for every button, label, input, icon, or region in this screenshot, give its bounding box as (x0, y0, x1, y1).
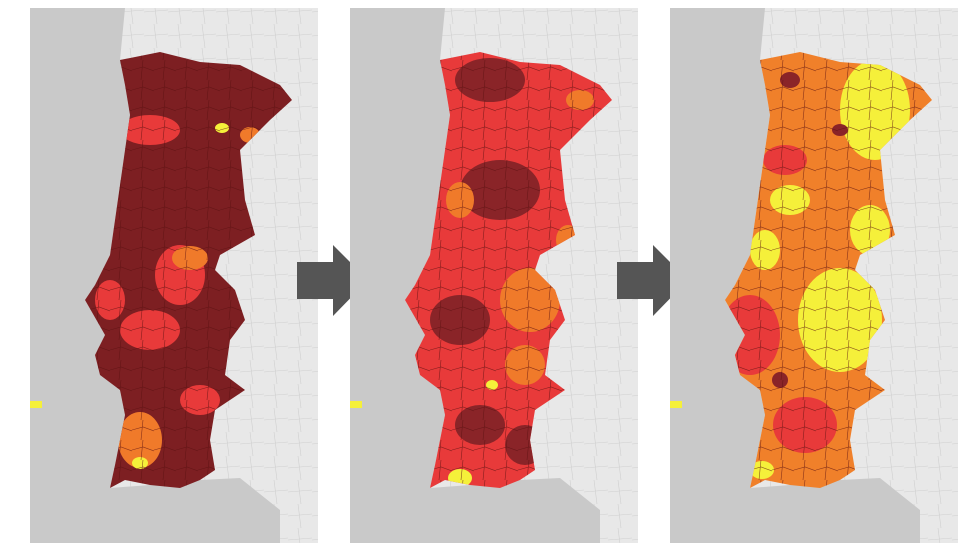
island (350, 401, 362, 408)
island (670, 401, 682, 408)
sea (670, 8, 920, 543)
map-panel-1 (30, 8, 318, 543)
map-panel-2 (350, 8, 638, 543)
sea (30, 8, 280, 543)
island (30, 401, 42, 408)
sea (350, 8, 600, 543)
map-panel-3 (670, 8, 958, 543)
